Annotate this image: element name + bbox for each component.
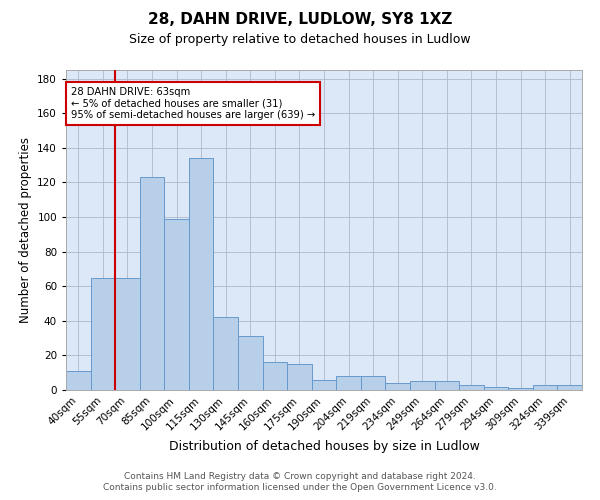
Bar xyxy=(385,383,410,390)
Bar xyxy=(336,376,361,390)
Bar xyxy=(115,278,140,390)
Bar xyxy=(410,382,434,390)
Bar xyxy=(140,177,164,390)
Bar xyxy=(263,362,287,390)
Bar xyxy=(508,388,533,390)
Bar xyxy=(287,364,312,390)
Bar xyxy=(238,336,263,390)
Bar xyxy=(312,380,336,390)
Y-axis label: Number of detached properties: Number of detached properties xyxy=(19,137,32,323)
X-axis label: Distribution of detached houses by size in Ludlow: Distribution of detached houses by size … xyxy=(169,440,479,453)
Bar xyxy=(164,219,189,390)
Text: Contains public sector information licensed under the Open Government Licence v3: Contains public sector information licen… xyxy=(103,484,497,492)
Text: 28 DAHN DRIVE: 63sqm
← 5% of detached houses are smaller (31)
95% of semi-detach: 28 DAHN DRIVE: 63sqm ← 5% of detached ho… xyxy=(71,88,315,120)
Bar xyxy=(484,386,508,390)
Bar xyxy=(361,376,385,390)
Bar xyxy=(434,382,459,390)
Text: Contains HM Land Registry data © Crown copyright and database right 2024.: Contains HM Land Registry data © Crown c… xyxy=(124,472,476,481)
Bar xyxy=(459,385,484,390)
Bar xyxy=(533,385,557,390)
Bar xyxy=(557,385,582,390)
Text: Size of property relative to detached houses in Ludlow: Size of property relative to detached ho… xyxy=(129,32,471,46)
Bar xyxy=(66,371,91,390)
Bar xyxy=(189,158,214,390)
Text: 28, DAHN DRIVE, LUDLOW, SY8 1XZ: 28, DAHN DRIVE, LUDLOW, SY8 1XZ xyxy=(148,12,452,28)
Bar xyxy=(91,278,115,390)
Bar xyxy=(214,318,238,390)
